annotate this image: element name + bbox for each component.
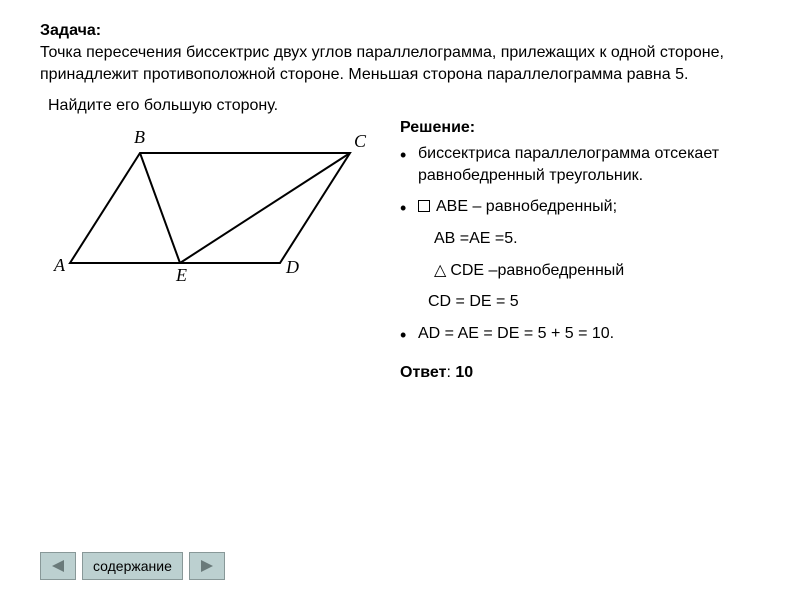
answer: Ответ: 10: [400, 364, 770, 382]
next-button[interactable]: [189, 552, 225, 580]
contents-label: содержание: [93, 558, 172, 574]
svg-text:C: C: [354, 131, 367, 151]
solution-item: биссектриса параллелограмма отсекает рав…: [400, 143, 770, 186]
problem-text: Точка пересечения биссектрис двух углов …: [40, 42, 770, 85]
triangle-right-icon: [199, 559, 215, 573]
svg-text:A: A: [53, 255, 66, 275]
svg-text:B: B: [134, 127, 145, 147]
answer-value: 10: [455, 364, 473, 381]
triangle-icon: △: [434, 260, 446, 282]
solution-item: CD = DE = 5: [400, 291, 770, 313]
solution-item: AB =AE =5.: [400, 228, 770, 250]
solution-item: △CDE –равнобедренный: [400, 260, 770, 282]
solution-item: AD = AE = DE = 5 + 5 = 10.: [400, 323, 770, 345]
nav-bar: содержание: [40, 552, 225, 580]
svg-text:D: D: [285, 257, 299, 277]
contents-button[interactable]: содержание: [82, 552, 183, 580]
answer-label: Ответ: [400, 364, 446, 381]
svg-text:E: E: [175, 265, 187, 285]
solution-title: Решение:: [400, 119, 770, 137]
problem-find: Найдите его большую сторону.: [48, 97, 770, 115]
problem-title: Задача:: [40, 22, 770, 40]
triangle-left-icon: [50, 559, 66, 573]
diagram: A B C D E: [40, 119, 390, 303]
solution-item: ABE – равнобедренный;: [400, 196, 770, 218]
therefore-icon: [418, 200, 430, 212]
solution-list: биссектриса параллелограмма отсекает рав…: [400, 143, 770, 344]
prev-button[interactable]: [40, 552, 76, 580]
